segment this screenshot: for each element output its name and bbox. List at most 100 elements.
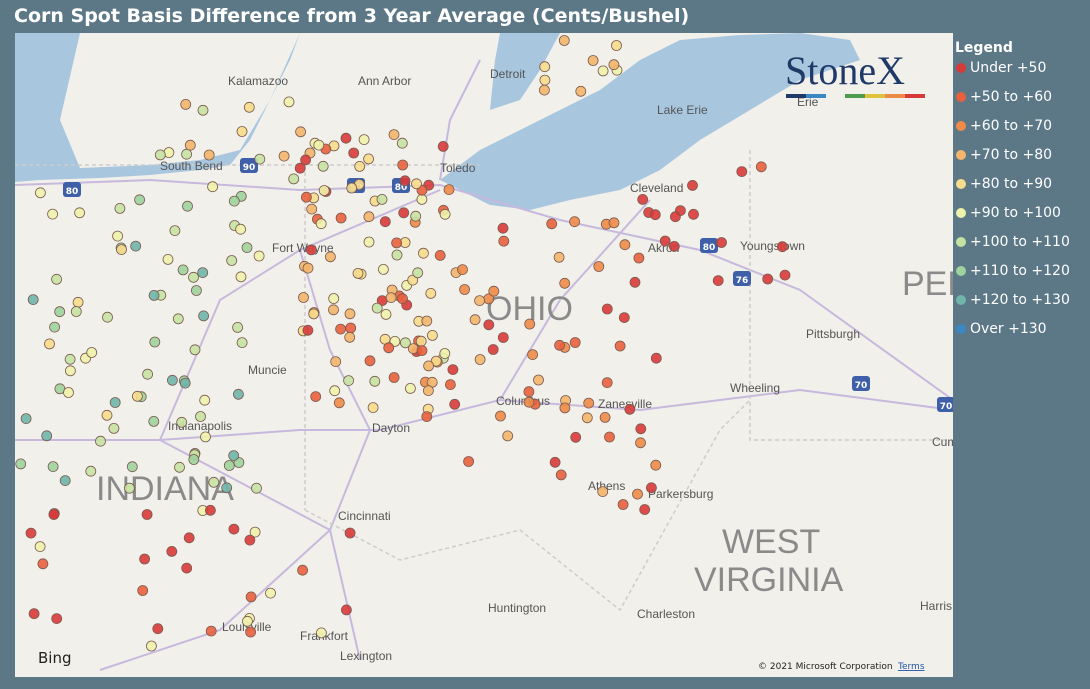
location-dot[interactable] (422, 385, 434, 397)
location-dot[interactable] (72, 296, 84, 308)
location-dot[interactable] (407, 274, 419, 286)
location-dot[interactable] (328, 293, 340, 304)
location-dot[interactable] (619, 239, 631, 251)
location-dot[interactable] (249, 526, 261, 538)
location-dot[interactable] (28, 608, 40, 620)
location-dot[interactable] (688, 208, 699, 220)
location-dot[interactable] (333, 397, 345, 409)
location-dot[interactable] (397, 159, 409, 171)
location-dot[interactable] (635, 423, 647, 435)
location-dot[interactable] (650, 459, 662, 471)
location-dot[interactable] (668, 240, 680, 252)
location-dot[interactable] (228, 195, 240, 207)
location-dot[interactable] (398, 207, 410, 219)
location-dot[interactable] (779, 269, 791, 281)
location-dot[interactable] (670, 211, 681, 223)
location-dot[interactable] (74, 207, 85, 219)
location-dot[interactable] (444, 379, 456, 391)
location-dot[interactable] (524, 318, 536, 330)
location-dot[interactable] (502, 430, 514, 442)
location-dot[interactable] (188, 271, 199, 283)
location-dot[interactable] (443, 184, 455, 196)
location-dot[interactable] (114, 202, 126, 214)
location-dot[interactable] (188, 454, 200, 465)
location-dot[interactable] (363, 153, 375, 165)
location-dot[interactable] (546, 218, 558, 230)
location-dot[interactable] (184, 139, 196, 151)
location-dot[interactable] (200, 431, 211, 443)
location-dot[interactable] (633, 252, 645, 264)
location-dot[interactable] (755, 161, 767, 173)
location-dot[interactable] (37, 558, 49, 570)
location-dot[interactable] (235, 223, 247, 235)
location-dot[interactable] (102, 311, 113, 323)
location-dot[interactable] (41, 430, 53, 442)
location-dot[interactable] (487, 344, 499, 355)
location-dot[interactable] (70, 306, 82, 317)
location-dot[interactable] (180, 99, 192, 110)
location-dot[interactable] (399, 337, 411, 349)
location-dot[interactable] (340, 132, 352, 144)
location-dot[interactable] (385, 292, 397, 304)
location-dot[interactable] (179, 377, 191, 389)
location-dot[interactable] (639, 504, 651, 515)
location-dot[interactable] (344, 331, 356, 343)
location-dot[interactable] (236, 126, 248, 137)
location-dot[interactable] (344, 527, 356, 539)
location-dot[interactable] (762, 273, 774, 285)
location-dot[interactable] (134, 194, 146, 206)
location-dot[interactable] (777, 241, 788, 253)
location-dot[interactable] (204, 504, 216, 516)
location-dot[interactable] (345, 322, 357, 334)
location-dot[interactable] (593, 261, 605, 272)
location-dot[interactable] (614, 340, 626, 352)
location-dot[interactable] (553, 251, 565, 263)
location-dot[interactable] (232, 321, 244, 333)
location-dot[interactable] (425, 287, 437, 299)
location-dot[interactable] (189, 344, 201, 356)
location-dot[interactable] (245, 626, 257, 638)
location-dot[interactable] (583, 397, 595, 409)
location-dot[interactable] (197, 267, 209, 279)
location-dot[interactable] (199, 394, 211, 406)
location-dot[interactable] (54, 306, 66, 318)
location-dot[interactable] (554, 339, 565, 351)
location-dot[interactable] (457, 264, 468, 276)
location-dot[interactable] (20, 413, 32, 425)
location-dot[interactable] (152, 623, 164, 635)
location-dot[interactable] (35, 187, 46, 199)
location-dot[interactable] (399, 175, 411, 187)
location-dot[interactable] (149, 336, 161, 348)
location-dot[interactable] (305, 244, 317, 256)
location-dot[interactable] (131, 390, 143, 402)
location-dot[interactable] (63, 387, 74, 398)
location-dot[interactable] (463, 456, 475, 467)
location-dot[interactable] (358, 134, 370, 146)
location-dot[interactable] (205, 625, 217, 637)
location-dot[interactable] (391, 249, 403, 261)
location-dot[interactable] (434, 249, 446, 261)
location-dot[interactable] (604, 431, 615, 443)
location-dot[interactable] (608, 217, 620, 229)
location-dot[interactable] (235, 271, 247, 283)
location-dot[interactable] (388, 372, 400, 383)
location-dot[interactable] (474, 354, 486, 365)
location-dot[interactable] (59, 475, 71, 487)
location-dot[interactable] (34, 541, 46, 552)
location-dot[interactable] (736, 166, 748, 178)
location-dot[interactable] (430, 355, 442, 367)
location-dot[interactable] (569, 216, 580, 228)
location-dot[interactable] (397, 293, 408, 305)
location-dot[interactable] (421, 315, 433, 327)
location-dot[interactable] (302, 262, 314, 274)
location-dot[interactable] (523, 396, 535, 408)
location-dot[interactable] (527, 349, 538, 361)
location-dot[interactable] (254, 153, 266, 165)
location-dot[interactable] (687, 179, 698, 191)
location-dot[interactable] (417, 247, 429, 259)
location-dot[interactable] (308, 308, 320, 320)
location-dot[interactable] (379, 216, 391, 228)
location-dot[interactable] (611, 40, 622, 51)
location-dot[interactable] (617, 499, 629, 510)
location-dot[interactable] (388, 129, 400, 141)
